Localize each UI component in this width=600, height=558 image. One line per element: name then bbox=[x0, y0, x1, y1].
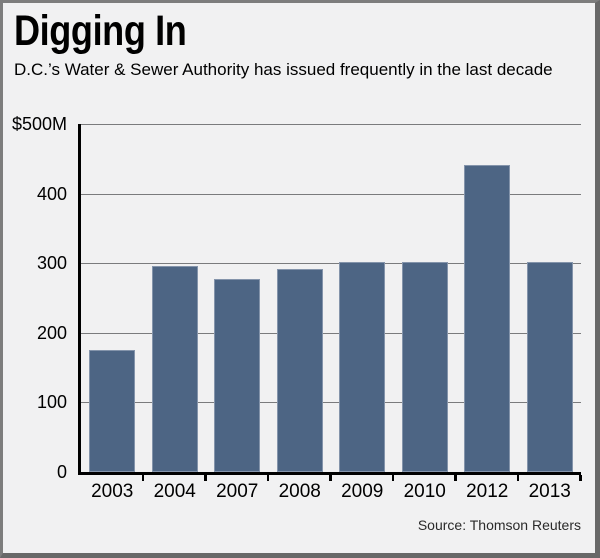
x-axis-label-2003: 2003 bbox=[91, 481, 134, 502]
bar-slot-2012 bbox=[456, 124, 519, 472]
x-axis-label-2009: 2009 bbox=[341, 481, 384, 502]
bars-container bbox=[81, 124, 581, 472]
x-axis-label-2007: 2007 bbox=[216, 481, 259, 502]
y-axis-label-100: 100 bbox=[36, 392, 67, 413]
gridline-100 bbox=[81, 402, 581, 404]
bar-slot-2003 bbox=[81, 124, 144, 472]
plot-area bbox=[78, 124, 582, 481]
page-title: Digging In bbox=[14, 7, 187, 55]
bar-slot-2004 bbox=[144, 124, 207, 472]
bar-2010 bbox=[401, 261, 448, 472]
gridline-300 bbox=[81, 263, 581, 265]
x-axis-label-2004: 2004 bbox=[153, 481, 196, 502]
bar-2004 bbox=[151, 265, 198, 472]
x-axis-labels: 2003 2004 2007 2008 2009 2010 2012 2013 bbox=[81, 481, 581, 503]
x-axis-tick bbox=[516, 475, 519, 481]
y-axis-label-500: $500M bbox=[11, 114, 67, 134]
x-axis-label-2012: 2012 bbox=[466, 481, 509, 502]
bar-2008 bbox=[276, 269, 323, 472]
y-axis-label-300: 300 bbox=[36, 253, 67, 274]
x-axis-tick bbox=[454, 475, 457, 481]
x-axis-tick bbox=[579, 475, 582, 481]
y-axis-label-400: 400 bbox=[36, 183, 67, 204]
gridline-500 bbox=[81, 124, 581, 125]
y-axis-labels: $500M 400 300 200 100 0 bbox=[3, 114, 67, 482]
bar-slot-2009 bbox=[331, 124, 394, 472]
y-axis-label-0: 0 bbox=[56, 462, 67, 482]
bar-2013 bbox=[526, 261, 573, 472]
gridline-200 bbox=[81, 332, 581, 334]
x-axis-tick bbox=[204, 475, 207, 481]
x-axis-tick bbox=[329, 475, 332, 481]
x-axis-tick bbox=[141, 475, 144, 481]
x-axis-tick bbox=[266, 475, 269, 481]
chart-subtitle: D.C.’s Water & Sewer Authority has issue… bbox=[14, 60, 553, 79]
source-label: Source: Thomson Reuters bbox=[417, 517, 581, 533]
bar-slot-2008 bbox=[269, 124, 332, 472]
x-axis-tick bbox=[391, 475, 394, 481]
bar-2003 bbox=[89, 350, 136, 472]
bar-2009 bbox=[339, 261, 386, 472]
x-axis-label-2013: 2013 bbox=[528, 481, 571, 502]
y-axis-label-200: 200 bbox=[36, 322, 67, 343]
bar-slot-2010 bbox=[394, 124, 457, 472]
x-axis-label-2008: 2008 bbox=[278, 481, 321, 502]
x-axis-label-2010: 2010 bbox=[403, 481, 446, 502]
bar-slot-2007 bbox=[206, 124, 269, 472]
bar-2007 bbox=[214, 278, 261, 472]
gridline-400 bbox=[81, 193, 581, 195]
bar-2012 bbox=[464, 165, 511, 472]
bar-slot-2013 bbox=[519, 124, 582, 472]
